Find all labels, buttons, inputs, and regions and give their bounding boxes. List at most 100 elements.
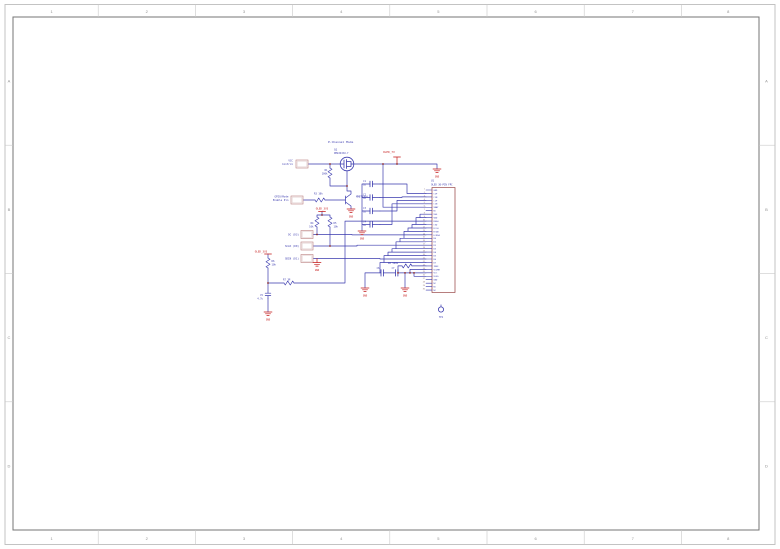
mosfet-q1[interactable] [339, 156, 355, 172]
pin-name: NC [434, 211, 437, 213]
gnd-text-caps: GND [360, 238, 365, 241]
zone-row-left: B [8, 207, 11, 212]
c6-ref: C6 [377, 267, 380, 270]
pin-number: 26 [423, 275, 425, 277]
pin-number: 19 [423, 251, 425, 253]
pin-number: 10 [423, 219, 425, 221]
gnd-text-q2: GND [349, 216, 354, 219]
c7-ref: C7 [392, 267, 395, 270]
wire-vbat[interactable] [382, 163, 427, 208]
power-flag-oled7v[interactable] [393, 156, 401, 165]
gnd-text-bus-right: GND [403, 295, 408, 298]
gnd-symbol-bus-right[interactable] [400, 287, 410, 292]
zone-col-bottom: 4 [340, 536, 343, 541]
wire-pullups[interactable] [316, 211, 331, 247]
resistor-r4[interactable] [314, 216, 320, 228]
capacitor-c1[interactable] [369, 180, 373, 188]
zone-row-right: C [765, 335, 768, 340]
pin-name: D0 [434, 238, 437, 240]
zone-col-bottom: 7 [632, 536, 635, 541]
port-dc[interactable] [300, 230, 314, 239]
pin-number: 6 [424, 206, 425, 208]
capacitor-c5[interactable] [264, 292, 272, 299]
q2-symbol[interactable] [345, 195, 352, 210]
net-reset: OLED_3V3 [255, 250, 268, 254]
resistor-r1[interactable] [327, 167, 333, 179]
resistor-r5[interactable] [327, 216, 333, 228]
pin-number: 1 [424, 188, 425, 190]
wire-bottom-bus[interactable] [364, 272, 427, 289]
wire-c4-pin5[interactable] [379, 203, 427, 225]
pin-number: 23 [423, 264, 425, 266]
gnd-symbol-rail[interactable] [432, 168, 442, 173]
pin-name: GND [434, 280, 439, 282]
port-sclk[interactable] [300, 241, 314, 251]
pin-name: D7 [434, 262, 437, 264]
zone-col-bottom: 2 [146, 536, 149, 541]
wire-reset[interactable] [267, 220, 427, 313]
zone-row-left: C [8, 335, 11, 340]
gnd-symbol-port[interactable] [312, 262, 322, 267]
pin-name: CS# [434, 224, 439, 226]
wire-c1-pin2[interactable] [379, 183, 427, 194]
wire-sdin[interactable] [312, 258, 427, 260]
port1-line2: Control [282, 162, 293, 166]
gnd-symbol-q2[interactable] [346, 208, 356, 213]
outer-border [4, 4, 776, 545]
gnd-symbol-bus-left[interactable] [360, 287, 370, 292]
q1-ref: Q1 [334, 148, 338, 152]
pin-name: VSS [434, 214, 439, 216]
capacitor-c6[interactable] [380, 269, 384, 277]
gnd-text-rail: GND [435, 176, 440, 179]
resistor-r8[interactable] [401, 263, 413, 269]
pin-number: 21 [423, 257, 425, 259]
r8-label: R8 560k [388, 262, 399, 265]
pin-number: 7 [424, 209, 425, 211]
zone-row-left: A [8, 79, 11, 84]
testpoint-tp1[interactable] [437, 304, 444, 313]
pin-name: D4 [434, 252, 437, 254]
pin-name: RES# [434, 221, 440, 223]
capacitor-c2[interactable] [369, 194, 373, 201]
gnd-symbol-c5[interactable] [263, 311, 273, 316]
r1-ref: R1 [325, 169, 328, 172]
port-sdin[interactable] [300, 254, 314, 263]
wire-7v-rail[interactable] [353, 163, 438, 170]
connector-u1[interactable]: 1 GND 2 C2P 3 C2N 4 C1P 5 C1N 6 VBAT 7 NC 8 VSS 9 VDD 10 RE… [423, 187, 456, 293]
tp1-label: TP1 [439, 316, 444, 319]
wire-sclk[interactable] [312, 244, 427, 247]
pin-number: 5 [424, 202, 425, 204]
schematic-circuit[interactable]: 1 GND 2 C2P 3 C2N 4 C1P 5 C1N 6 VBAT 7 NC 8 VSS 9 VDD 10 RE… [255, 140, 456, 322]
wire-q1-gate[interactable] [345, 170, 352, 199]
resistor-r6[interactable] [265, 257, 271, 269]
gnd-text-bus-left: GND [363, 295, 368, 298]
wire-c2-pin3[interactable] [379, 196, 427, 198]
pin-name: C1N [434, 204, 439, 206]
pin-name: D3 [434, 249, 437, 251]
u1-part: OLED 30-PIN FPC [431, 184, 453, 187]
gnd-symbol-caps[interactable] [357, 230, 367, 235]
zone-col-top: 2 [146, 9, 149, 14]
c4-val: 1u [363, 224, 366, 227]
zone-col-top: 8 [727, 9, 730, 14]
resistor-r3[interactable] [314, 197, 326, 203]
zone-col-top: 7 [632, 9, 635, 14]
zone-col-top: 1 [50, 9, 53, 14]
wire-cap-trunk[interactable] [361, 183, 381, 232]
pin-name: NC [434, 287, 437, 289]
wire-c3-pin4[interactable] [379, 200, 427, 212]
port-gpio-enable[interactable] [290, 195, 304, 205]
r4-ref: R4 [311, 222, 314, 225]
pin-name: D6 [434, 259, 437, 261]
pin-number: 11 [423, 223, 425, 225]
resistor-r7[interactable] [283, 280, 295, 286]
r6-val: 10k [272, 264, 277, 267]
wire-data-staircase[interactable] [379, 213, 427, 274]
r5-ref: R5 [334, 222, 337, 225]
port-vcc-control[interactable] [295, 159, 309, 169]
capacitor-c3[interactable] [369, 207, 373, 215]
pin-name: C2N [434, 197, 439, 199]
pin-number: 4 [424, 199, 425, 201]
capacitor-c4[interactable] [369, 221, 373, 228]
